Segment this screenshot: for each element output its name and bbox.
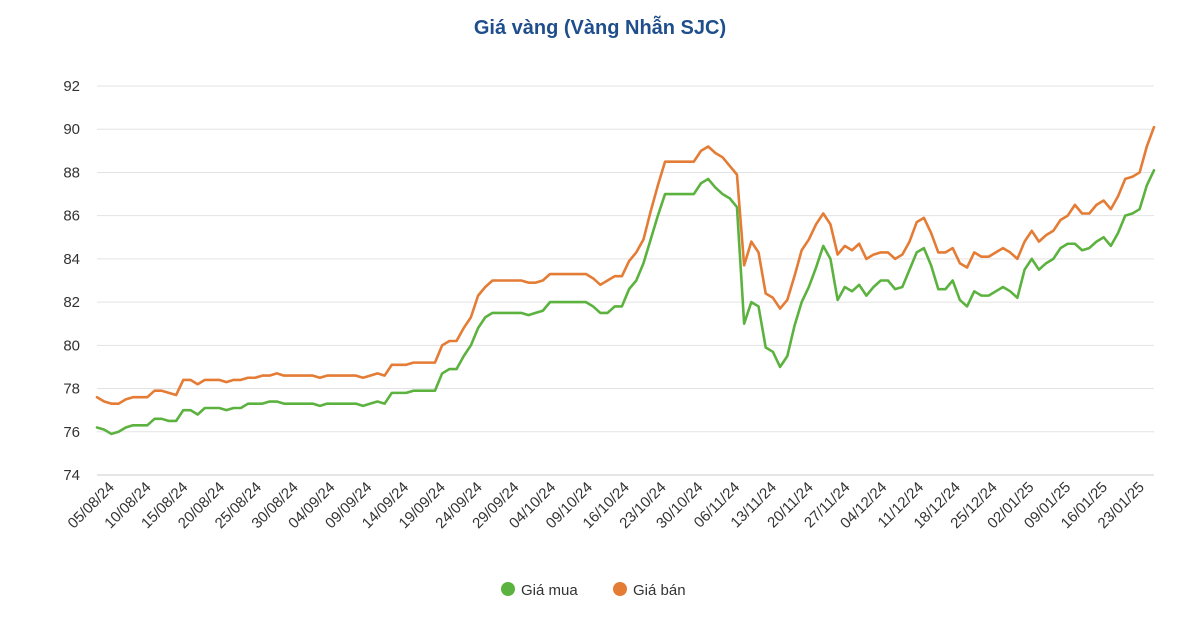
y-axis-ticks: 74 76 78 80 82 84 86 88 90 92 (63, 78, 80, 484)
y-tick-label: 92 (63, 78, 80, 95)
legend-marker (501, 582, 515, 596)
y-tick-label: 80 (63, 337, 80, 354)
y-tick-label: 88 (63, 164, 80, 181)
legend-item-1[interactable]: Giá bán (613, 582, 686, 599)
series-line-0 (95, 168, 1156, 436)
y-tick-label: 90 (63, 121, 80, 138)
series-lines (95, 125, 1156, 436)
legend-item-0[interactable]: Giá mua (501, 582, 578, 599)
legend-label: Giá bán (633, 582, 686, 599)
y-tick-label: 78 (63, 381, 80, 398)
legend-label: Giá mua (521, 582, 578, 599)
x-axis-ticks: 05/08/2410/08/2415/08/2420/08/2425/08/24… (65, 479, 1148, 532)
y-tick-label: 84 (63, 251, 80, 268)
y-tick-label: 74 (63, 467, 80, 484)
y-tick-label: 82 (63, 294, 80, 311)
series-line-1 (95, 125, 1156, 405)
y-tick-label: 86 (63, 208, 80, 225)
grid-lines (97, 85, 1154, 476)
chart-title: Giá vàng (Vàng Nhẫn SJC) (474, 15, 726, 39)
y-tick-label: 76 (63, 424, 80, 441)
legend-marker (613, 582, 627, 596)
legend[interactable]: Giá mua Giá bán (501, 582, 686, 599)
